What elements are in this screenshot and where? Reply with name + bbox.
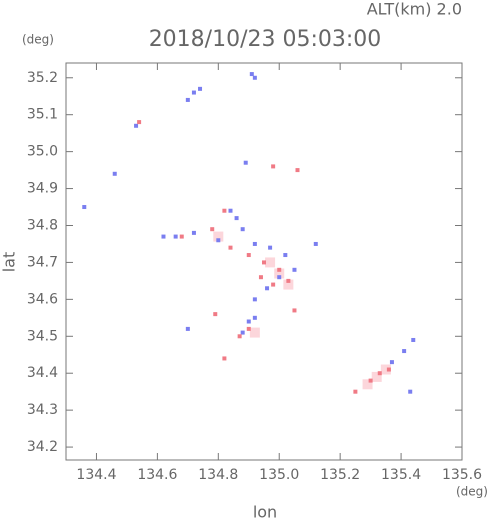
radar-echo	[262, 260, 266, 265]
y-tick-label: 34.3	[27, 402, 58, 418]
radar-echo	[112, 171, 117, 176]
radar-echo	[271, 282, 276, 287]
radar-echo	[268, 245, 273, 250]
radar-echo	[386, 367, 391, 372]
radar-echo	[389, 360, 394, 365]
radar-echo	[216, 238, 221, 243]
y-tick-label: 34.5	[27, 328, 58, 344]
radar-echo	[185, 97, 190, 102]
radar-echo	[368, 378, 373, 383]
radar-echo	[82, 205, 87, 210]
radar-echo	[134, 123, 139, 128]
radar-echo	[277, 275, 282, 280]
y-tick-label: 35.0	[27, 144, 58, 160]
radar-echo	[286, 278, 291, 283]
radar-echo	[408, 389, 413, 394]
y-tick-label: 34.6	[27, 291, 58, 307]
radar-echo	[283, 279, 294, 290]
radar-echo	[240, 330, 245, 335]
radar-echo	[380, 364, 391, 375]
radar-echo	[234, 216, 239, 221]
y-tick-label: 34.9	[27, 181, 58, 197]
x-tick-label: 134.4	[76, 467, 116, 483]
radar-echo	[283, 253, 288, 258]
radar-echo	[362, 379, 373, 390]
radar-echo	[249, 72, 254, 77]
y-tick-label: 35.1	[27, 107, 58, 123]
radar-echo	[258, 275, 263, 280]
x-tick-label: 135.4	[381, 467, 421, 483]
radar-echo	[179, 234, 184, 239]
plot-frame	[65, 62, 463, 461]
radar-echo	[228, 245, 233, 250]
radar-echo	[377, 371, 382, 376]
radar-echo	[246, 326, 251, 331]
x-unit: (deg)	[456, 485, 488, 499]
radar-echo	[371, 371, 382, 382]
radar-echo	[353, 389, 358, 394]
radar-echo	[252, 241, 257, 246]
radar-echo	[222, 356, 227, 361]
radar-echo	[274, 268, 285, 279]
radar-echo	[243, 160, 248, 165]
radar-echo	[246, 253, 251, 258]
radar-echo	[277, 267, 282, 272]
radar-echo	[185, 326, 190, 331]
y-tick-label: 34.7	[27, 254, 58, 270]
radar-echo	[265, 257, 276, 268]
chart-subtitle: ALT(km) 2.0	[367, 0, 462, 19]
chart-title: 2018/10/23 05:03:00	[149, 27, 382, 52]
y-tick-label: 34.8	[27, 217, 58, 233]
y-tick-label: 34.4	[27, 365, 58, 381]
radar-echo	[191, 230, 196, 235]
radar-echo	[137, 120, 142, 125]
radar-echo	[213, 312, 218, 317]
y-tick-label: 34.2	[27, 439, 58, 455]
radar-echo	[249, 327, 260, 338]
radar-echo	[228, 208, 233, 213]
y-tick-label: 35.2	[27, 70, 58, 86]
radar-echo	[265, 286, 270, 291]
radar-echo	[292, 267, 297, 272]
radar-echo	[295, 168, 300, 173]
x-tick-label: 134.8	[198, 467, 238, 483]
x-tick-label: 134.6	[137, 467, 177, 483]
radar-echo	[161, 234, 166, 239]
radar-echo	[173, 234, 178, 239]
radar-echo	[191, 90, 196, 95]
radar-echo	[271, 164, 276, 169]
radar-echo	[198, 86, 203, 91]
y-axis-label: lat	[0, 252, 19, 273]
radar-echo	[237, 334, 242, 339]
radar-echo	[213, 231, 224, 242]
x-tick-label: 135.2	[320, 467, 360, 483]
x-axis-label: lon	[253, 503, 277, 521]
radar-echo	[252, 297, 257, 302]
radar-echo	[313, 241, 318, 246]
radar-echo	[246, 319, 251, 324]
radar-echo	[240, 227, 245, 232]
radar-echo	[411, 337, 416, 342]
y-unit: (deg)	[22, 33, 54, 47]
radar-echo	[210, 227, 215, 232]
radar-echo	[252, 315, 257, 320]
x-tick-label: 135.0	[259, 467, 299, 483]
radar-echo	[222, 208, 227, 213]
radar-echo	[252, 75, 257, 80]
x-tick-label: 135.6	[442, 467, 482, 483]
radar-echo	[402, 349, 407, 354]
radar-echo	[292, 308, 297, 313]
